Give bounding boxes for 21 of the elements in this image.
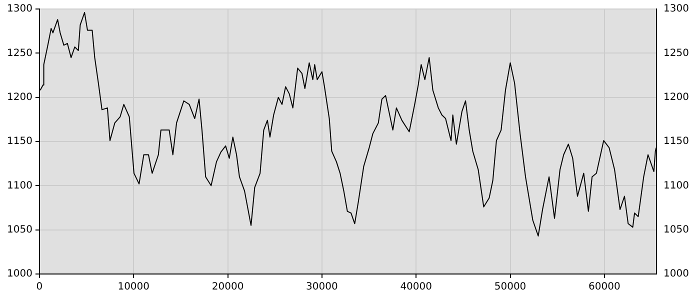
x-tick-label: 50000 — [494, 282, 526, 293]
y2-tick-label: 1150 — [664, 136, 690, 148]
y-tick-label: 1000 — [6, 268, 32, 280]
y2-tick-label: 1050 — [664, 224, 690, 236]
y-tick-label: 1250 — [6, 48, 32, 59]
y-tick-label: 1150 — [6, 136, 32, 148]
x-tick-label: 60000 — [588, 282, 620, 293]
y-tick-label: 1300 — [6, 4, 32, 15]
y-tick-label: 1050 — [6, 224, 32, 236]
x-tick-label: 0 — [36, 282, 43, 293]
y2-tick-label: 1000 — [664, 268, 690, 280]
x-tick-label: 10000 — [118, 282, 150, 293]
x-tick-label: 20000 — [212, 282, 244, 293]
y-tick-label: 1200 — [6, 92, 32, 103]
y-tick-label: 1100 — [6, 180, 32, 192]
y2-tick-label: 1250 — [664, 48, 690, 59]
y2-tick-label: 1100 — [664, 180, 690, 192]
y2-tick-label: 1200 — [664, 92, 690, 103]
y2-tick-label: 1300 — [664, 4, 690, 15]
x-tick-label: 30000 — [306, 282, 338, 293]
x-tick-label: 40000 — [400, 282, 432, 293]
